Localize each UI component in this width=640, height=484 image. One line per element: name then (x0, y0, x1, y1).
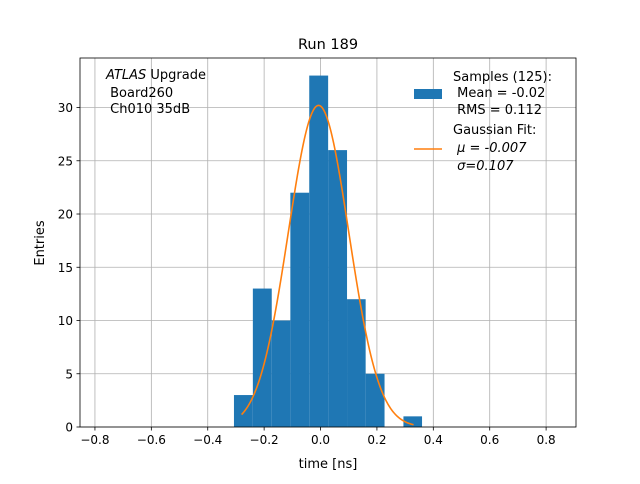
x-tick-label: 0.2 (367, 433, 386, 447)
x-axis-label: time [ns] (299, 457, 358, 472)
y-tick-label: 20 (58, 208, 73, 222)
gaussian-fit-line (240, 104, 414, 426)
y-tick-label: 25 (58, 154, 73, 168)
axes-frame (79, 57, 577, 428)
bars (233, 75, 423, 428)
annotation-line1: Upgrade (146, 68, 206, 83)
histogram-bar (233, 395, 253, 427)
legend-samples-line1: Samples (125): (453, 70, 552, 85)
legend-samples-line2: Mean = -0.02 (453, 86, 545, 101)
histogram-bar (290, 192, 310, 427)
annotation-line2: Board260 (106, 86, 173, 101)
y-tick-label: 15 (58, 261, 73, 275)
ticks: −0.8 −0.6 −0.4 −0.2 0.0 0.2 0.4 0.6 0.8 0 5 10 15 20 2… (58, 101, 556, 447)
annotation-line3: Ch010 35dB (106, 102, 190, 117)
legend-samples-swatch (414, 89, 442, 99)
histogram-bar (271, 320, 291, 427)
x-tick-label: 0.8 (537, 433, 556, 447)
histogram-bar (403, 416, 423, 427)
legend-fit-line1: Gaussian Fit: (453, 123, 536, 138)
x-tick-label: 0.4 (424, 433, 443, 447)
chart-title: Run 189 (298, 37, 358, 53)
y-axis-label: Entries (33, 220, 48, 266)
histogram-bar (309, 75, 329, 428)
legend-samples-line3: RMS = 0.112 (453, 103, 542, 118)
x-tick-label: −0.4 (193, 433, 222, 447)
y-tick-label: 30 (58, 101, 73, 115)
legend-fit-line3: σ=0.107 (453, 159, 514, 174)
y-tick-label: 5 (65, 367, 73, 381)
y-tick-label: 10 (58, 314, 73, 328)
x-tick-label: −0.6 (137, 433, 166, 447)
y-tick-label: 0 (65, 421, 73, 435)
histogram-bar (252, 288, 272, 427)
x-tick-label: 0.6 (480, 433, 499, 447)
svg-text:ATLAS Upgrade: ATLAS Upgrade (105, 68, 206, 83)
histogram-bar (328, 150, 348, 427)
legend-fit-line2: μ = -0.007 (453, 141, 527, 156)
histogram-bar (365, 373, 385, 427)
histogram-bar (347, 299, 366, 427)
x-tick-label: −0.8 (80, 433, 109, 447)
x-tick-label: −0.2 (250, 433, 279, 447)
annotation: ATLAS Upgrade Board260 Ch010 35dB (105, 68, 206, 117)
legend: Samples (125): Mean = -0.02 RMS = 0.112 … (414, 70, 552, 174)
atlas-label: ATLAS (105, 68, 146, 83)
x-tick-label: 0.0 (311, 433, 330, 447)
